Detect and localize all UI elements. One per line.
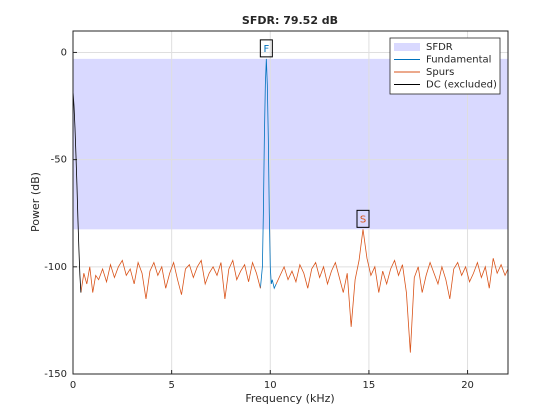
y-tick-label: -150: [44, 369, 67, 380]
y-tick-label: 0: [61, 47, 67, 58]
marker-label: F: [263, 44, 269, 55]
y-tick-label: -100: [44, 262, 67, 273]
marker-label: S: [360, 214, 366, 225]
x-tick-label: 5: [168, 380, 174, 391]
series-line: [72, 91, 82, 293]
legend-label: Spurs: [426, 67, 454, 78]
y-axis-label: Power (dB): [29, 172, 42, 232]
legend-label: Fundamental: [426, 55, 491, 66]
x-axis-label: Frequency (kHz): [245, 392, 334, 405]
chart-title: SFDR: 79.52 dB: [242, 14, 338, 27]
x-tick-label: 20: [461, 380, 474, 391]
marker-box: [356, 209, 370, 228]
axes-box: [72, 30, 509, 375]
y-tick-label: -50: [51, 155, 67, 166]
x-tick-label: 0: [70, 380, 76, 391]
marker-box: [259, 39, 273, 58]
legend-label: DC (excluded): [426, 80, 497, 91]
legend-swatch: [394, 43, 420, 51]
x-tick-label: 10: [264, 380, 277, 391]
series-line: [80, 229, 509, 353]
series-line: [260, 58, 277, 290]
legend-label: SFDR: [426, 42, 453, 53]
x-tick-label: 15: [363, 380, 376, 391]
